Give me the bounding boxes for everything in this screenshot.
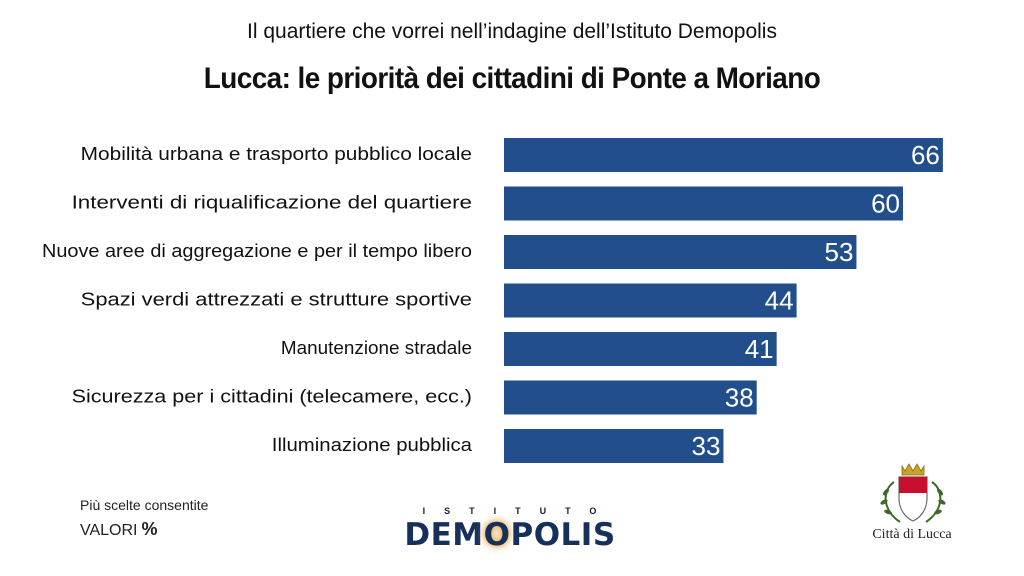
- values-label: VALORI: [80, 522, 138, 539]
- category-label-3: Nuove aree di aggregazione e per il temp…: [42, 241, 472, 261]
- logo-part-b: POLIS: [510, 517, 616, 553]
- demopolis-logo-top: ISTITUTO: [422, 506, 616, 516]
- bar-value-label-2: 60: [871, 189, 900, 219]
- bar-5: [504, 332, 777, 366]
- bar-value-label-4: 44: [765, 286, 794, 316]
- bar-2: [504, 186, 903, 221]
- bar-value-label-3: 53: [825, 237, 854, 267]
- bar-6: [504, 380, 757, 415]
- chart-subtitle: Il quartiere che vorrei nell’indagine de…: [247, 20, 777, 43]
- percent-unit: %: [141, 519, 158, 539]
- logo-part-a: DEM: [404, 517, 484, 553]
- category-label-1: Mobilità urbana e trasporto pubblico loc…: [81, 144, 472, 164]
- demopolis-logo: ISTITUTO DEMOPOLIS: [384, 506, 636, 553]
- bar-4: [504, 283, 797, 318]
- demopolis-logo-wordmark: DEMOPOLIS: [384, 517, 636, 553]
- category-label-4: Spazi verdi attrezzati e strutture sport…: [81, 290, 472, 310]
- bar-7: [504, 429, 724, 463]
- bar-3: [504, 235, 857, 269]
- city-of-lucca-crest-icon: [880, 463, 946, 523]
- category-label-5: Manutenzione stradale: [281, 338, 472, 358]
- category-label-7: Illuminazione pubblica: [272, 435, 473, 455]
- bar-value-label-5: 41: [745, 334, 774, 364]
- category-label-6: Sicurezza per i cittadini (telecamere, e…: [72, 387, 472, 407]
- bar-1: [504, 138, 943, 172]
- bar-value-label-1: 66: [911, 140, 940, 170]
- category-label-2: Interventi di riqualificazione del quart…: [72, 193, 472, 213]
- bar-value-label-7: 33: [692, 431, 721, 461]
- multiple-choice-note: Più scelte consentite: [80, 497, 209, 513]
- bar-value-label-6: 38: [725, 383, 754, 413]
- logo-part-o: O: [483, 517, 511, 553]
- crest-label: Città di Lucca: [872, 527, 952, 542]
- values-note: VALORI%: [80, 519, 158, 540]
- chart-title: Lucca: le priorità dei cittadini di Pont…: [203, 62, 821, 95]
